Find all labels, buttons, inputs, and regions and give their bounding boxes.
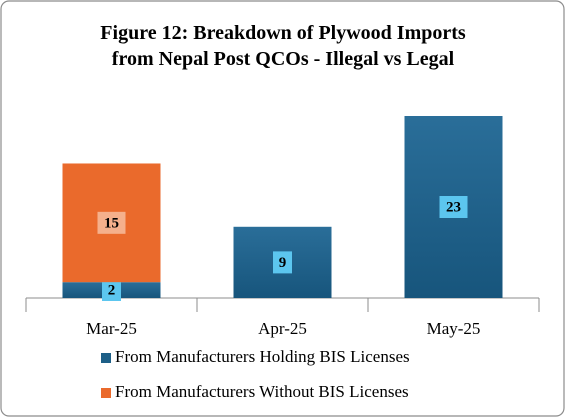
data-label-box [439,196,468,218]
data-label: 15 [104,215,119,231]
x-tick-label: Apr-25 [258,319,307,338]
data-label-box [97,211,126,234]
legend-swatch [101,388,111,398]
data-label: 23 [446,199,461,215]
data-label: 9 [279,255,287,271]
legend-label: From Manufacturers Holding BIS Licenses [115,347,410,366]
x-tick-label: May-25 [427,319,481,338]
legend-swatch [101,353,111,363]
data-label-box [102,279,121,301]
data-label-box [273,251,292,274]
data-label: 2 [108,282,116,298]
legend-label: From Manufacturers Without BIS Licenses [115,382,409,401]
chart-title: Figure 12: Breakdown of Plywood Imports f… [100,22,466,70]
x-tick-label: Mar-25 [86,319,137,338]
